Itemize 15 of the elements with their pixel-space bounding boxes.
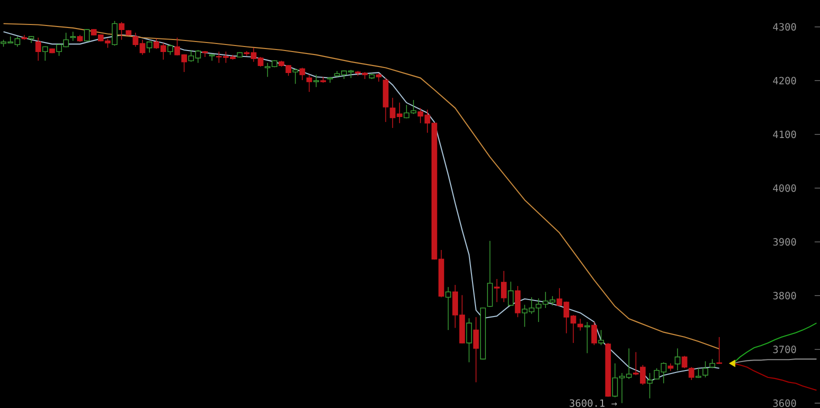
candlestick — [674, 348, 680, 371]
candlestick — [466, 318, 472, 363]
y-tick-label: 3700 — [773, 346, 796, 354]
y-tick-label: 4200 — [773, 76, 796, 84]
candlestick — [70, 31, 76, 42]
y-tick-label: 4100 — [773, 130, 796, 138]
candlestick — [320, 76, 326, 84]
candlestick — [473, 316, 479, 383]
annotation: 3600.1 → — [570, 399, 617, 407]
y-tick-label: 3600 — [773, 399, 796, 407]
candlestick — [209, 53, 215, 62]
y-tick-label: 3800 — [773, 292, 796, 300]
y-tick-label: 3900 — [773, 238, 796, 246]
y-tick-label: 4300 — [773, 23, 796, 31]
y-tick-label: 4000 — [773, 184, 796, 192]
